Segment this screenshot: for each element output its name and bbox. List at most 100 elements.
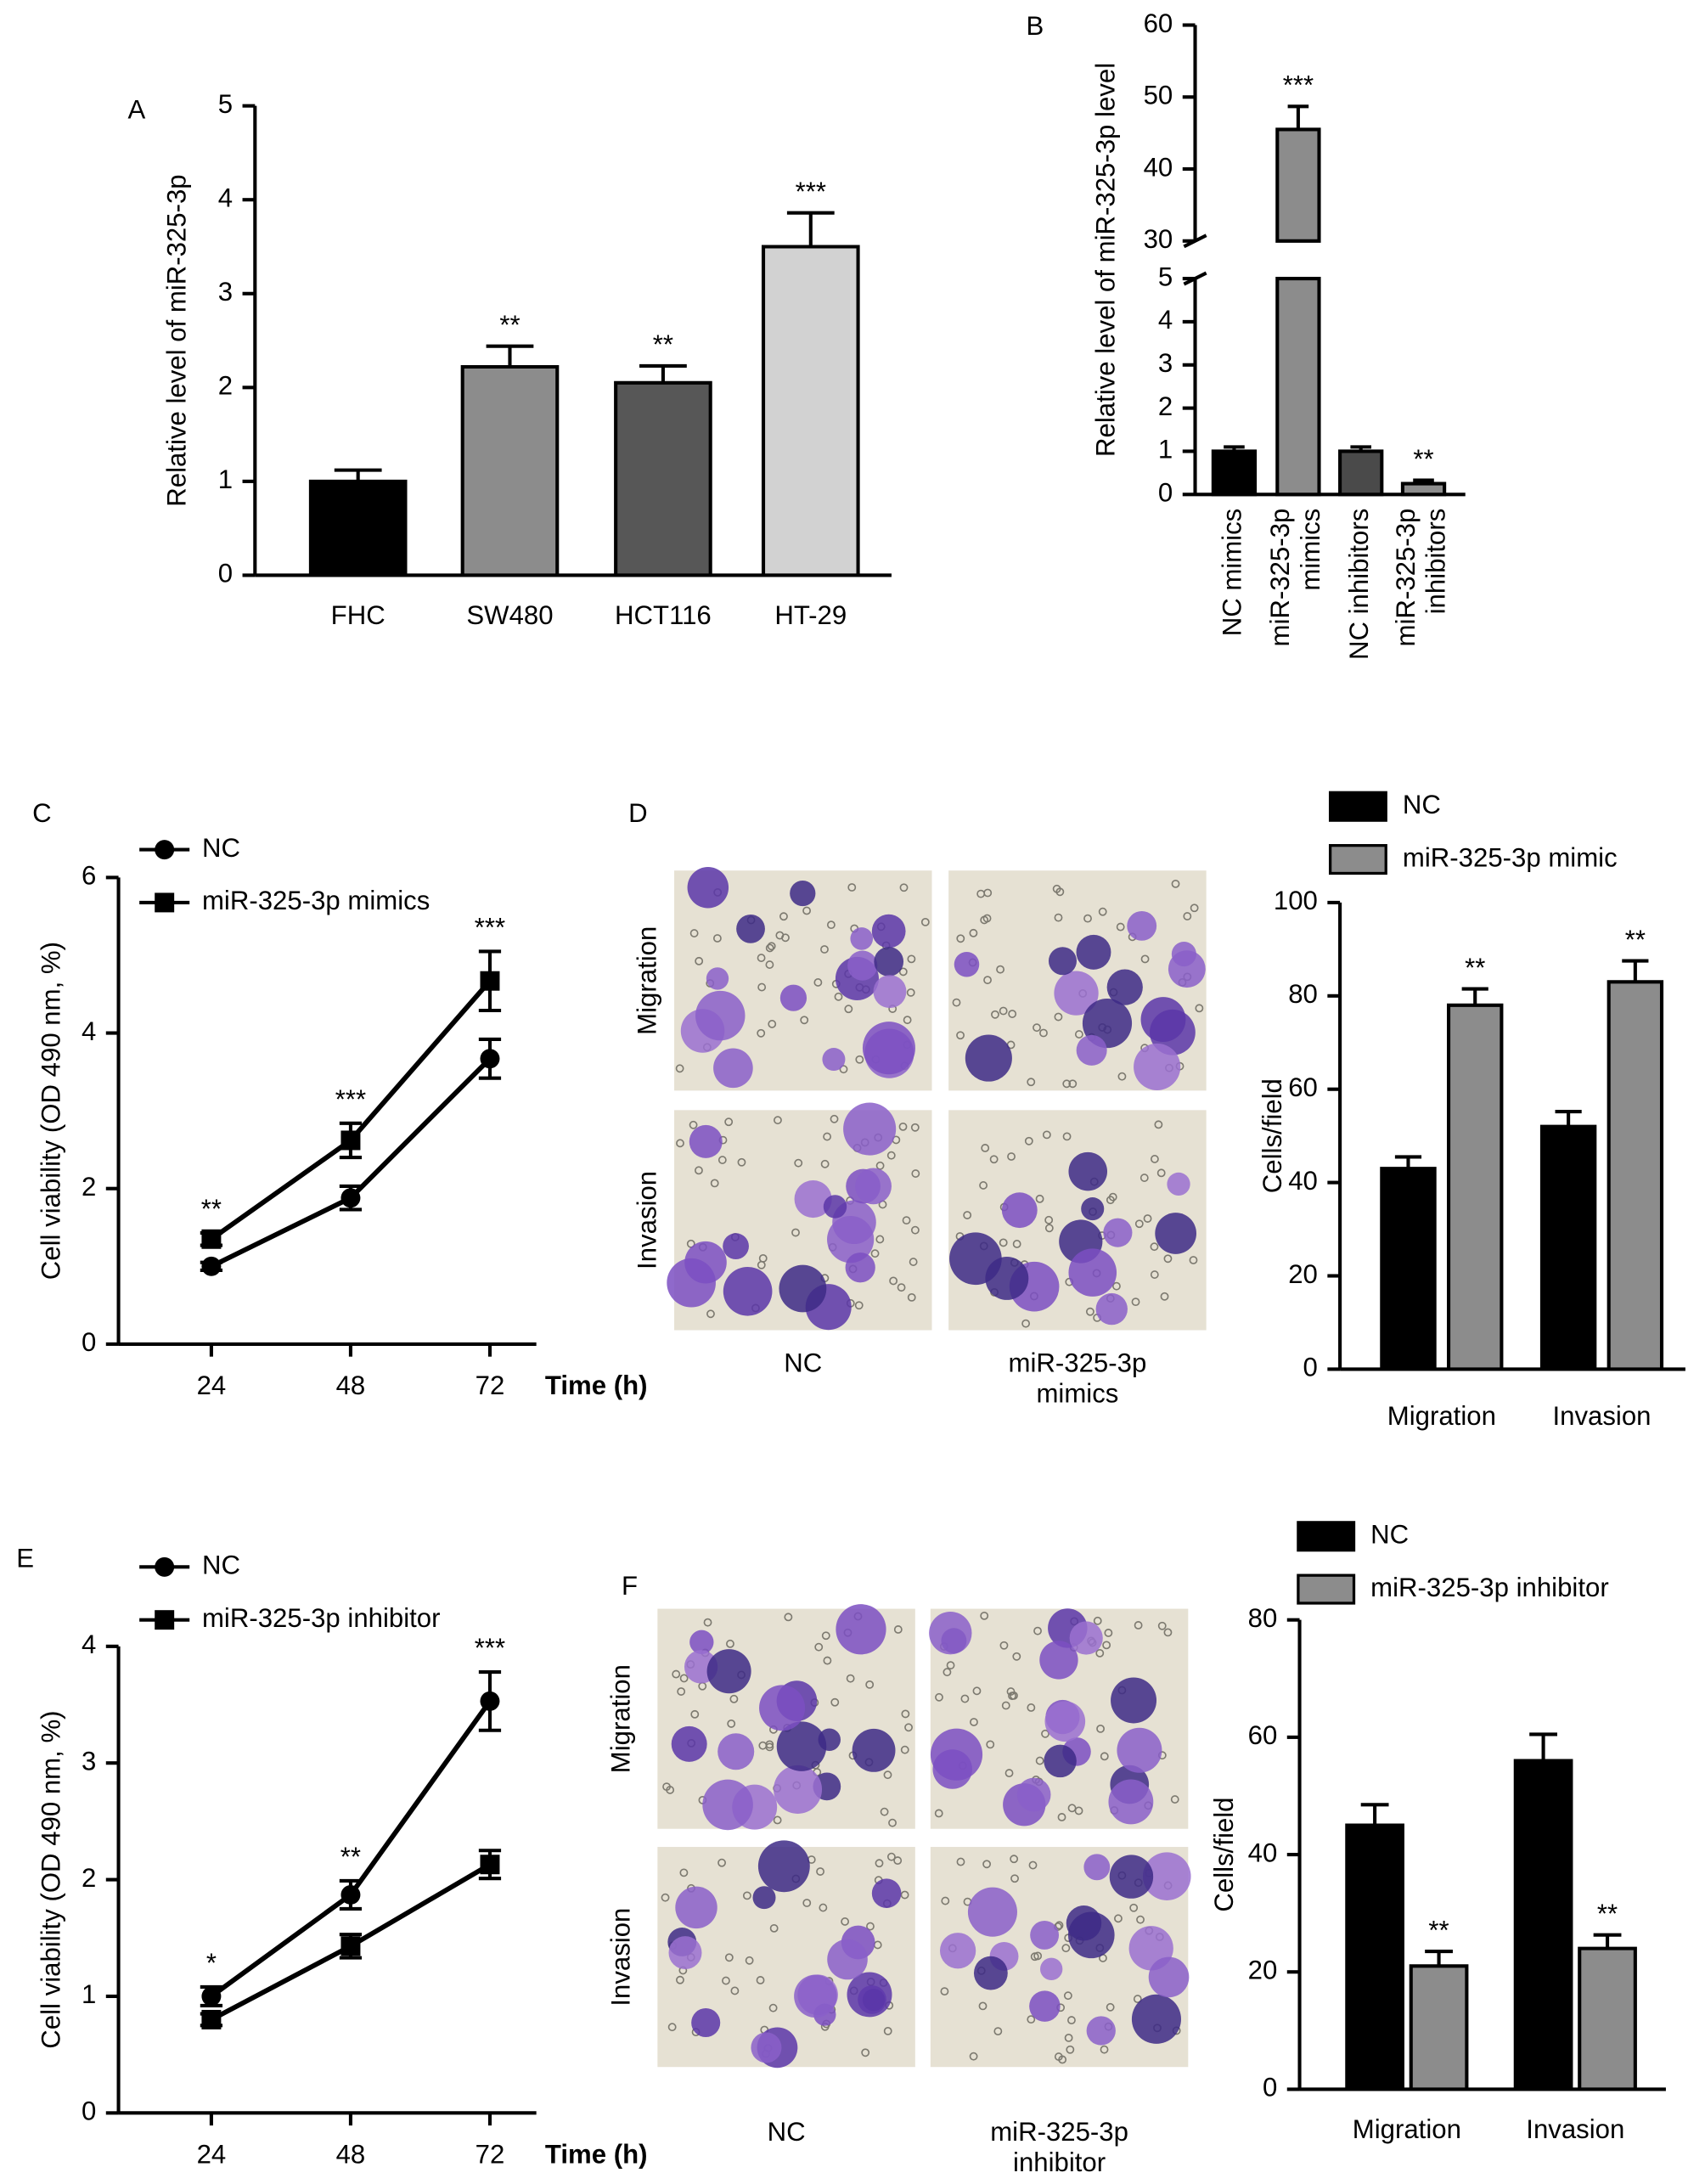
pore <box>742 1891 751 1900</box>
micrograph <box>667 1102 932 1331</box>
error-bar <box>1350 445 1372 452</box>
pore <box>1163 1254 1173 1264</box>
x-tick-label: miR-325-3pmimics <box>1265 509 1325 647</box>
stained-cell <box>1076 934 1111 970</box>
pore <box>802 906 812 915</box>
pore <box>1008 1010 1017 1018</box>
pore <box>981 1144 990 1152</box>
significance-label: *** <box>1283 70 1314 100</box>
y-tick-label: 80 <box>1288 979 1318 1009</box>
pore <box>768 1020 777 1028</box>
pore <box>910 1123 920 1132</box>
pore <box>703 1618 712 1627</box>
pore <box>775 931 785 940</box>
pore <box>993 2027 1003 2036</box>
significance-label: ** <box>499 310 520 340</box>
stained-cell <box>1081 1197 1105 1221</box>
pore <box>1154 1120 1163 1129</box>
stained-cell <box>706 967 729 990</box>
pore <box>1100 2045 1109 2054</box>
pore <box>1140 954 1150 964</box>
pore <box>880 1807 889 1816</box>
image-row-label: Migration <box>633 926 662 1035</box>
pore <box>779 912 788 921</box>
stained-cell <box>850 927 874 950</box>
stained-cell <box>1171 941 1196 967</box>
pore <box>1027 1703 1036 1712</box>
y-tick-label: 60 <box>1248 1720 1278 1750</box>
stained-cell <box>702 1779 753 1831</box>
pore <box>935 1692 943 1702</box>
pore <box>969 2052 978 2061</box>
pore <box>712 934 722 943</box>
pore <box>1067 2016 1076 2025</box>
x-tick-label: 48 <box>336 2139 366 2169</box>
pore <box>1112 1281 1121 1291</box>
y-tick-label: 2 <box>82 1863 96 1893</box>
pore <box>1064 2033 1073 2042</box>
pore <box>1054 913 1063 922</box>
stained-cell <box>855 1168 892 1205</box>
pore <box>816 1867 824 1876</box>
panel-letter: F <box>622 1571 638 1601</box>
pore <box>902 1216 911 1225</box>
pore <box>1042 1130 1051 1140</box>
legend-swatch <box>1328 844 1387 875</box>
pore <box>757 982 767 992</box>
pore <box>1066 2045 1075 2054</box>
pore <box>1010 1874 1019 1883</box>
pore <box>706 1309 715 1319</box>
x-tick-label: Migration <box>1353 2114 1461 2144</box>
pore <box>952 998 961 1007</box>
significance-label: ** <box>1413 444 1433 474</box>
stained-cell <box>1086 2016 1116 2046</box>
pore <box>1007 1152 1016 1161</box>
pore <box>1012 1652 1021 1661</box>
image-row-label: Invasion <box>633 1171 662 1269</box>
pore <box>839 1065 848 1074</box>
y-tick-label: 1 <box>1158 435 1173 464</box>
pore <box>774 1116 782 1125</box>
stained-cell <box>871 1878 902 1908</box>
pore <box>875 1235 885 1244</box>
pore <box>847 883 857 892</box>
pore <box>729 1694 739 1703</box>
pore <box>823 1132 832 1141</box>
stained-cell <box>1108 1779 1154 1825</box>
pore <box>844 1005 853 1014</box>
x-tick-label: 72 <box>475 2139 505 2169</box>
stained-cell <box>871 914 906 948</box>
image-row-label: Invasion <box>606 1908 636 2007</box>
stained-cell <box>759 1685 806 1731</box>
pore <box>768 2003 778 2012</box>
x-tick-label: 72 <box>475 1371 505 1400</box>
pore <box>830 1114 839 1123</box>
pore <box>846 1674 855 1683</box>
pore <box>946 1661 955 1670</box>
stained-cell <box>973 1956 1008 1990</box>
pore <box>991 1010 999 1019</box>
y-tick-label: 20 <box>1288 1259 1318 1289</box>
error-bar <box>1461 987 1488 1005</box>
pore <box>1063 1991 1072 2001</box>
pore <box>1183 912 1192 920</box>
stained-cell <box>862 1989 886 2012</box>
pore <box>865 1680 875 1689</box>
pore <box>784 1613 793 1622</box>
y-tick-label: 2 <box>1158 391 1173 421</box>
error-bar <box>1394 1155 1422 1169</box>
stained-cell <box>1148 1956 1190 1998</box>
pore <box>976 889 986 898</box>
pore <box>830 1697 840 1707</box>
pore <box>1055 1921 1064 1930</box>
bar <box>1447 1003 1504 1371</box>
stained-cell <box>818 1728 841 1751</box>
stained-cell <box>706 1649 751 1694</box>
bar <box>1578 1946 1637 2091</box>
bar <box>1345 1823 1404 2091</box>
pore <box>1027 2015 1036 2024</box>
pore <box>1163 1628 1173 1637</box>
stained-cell <box>751 2032 782 2063</box>
pore <box>875 1161 885 1170</box>
stained-cell <box>1029 1990 1061 2022</box>
